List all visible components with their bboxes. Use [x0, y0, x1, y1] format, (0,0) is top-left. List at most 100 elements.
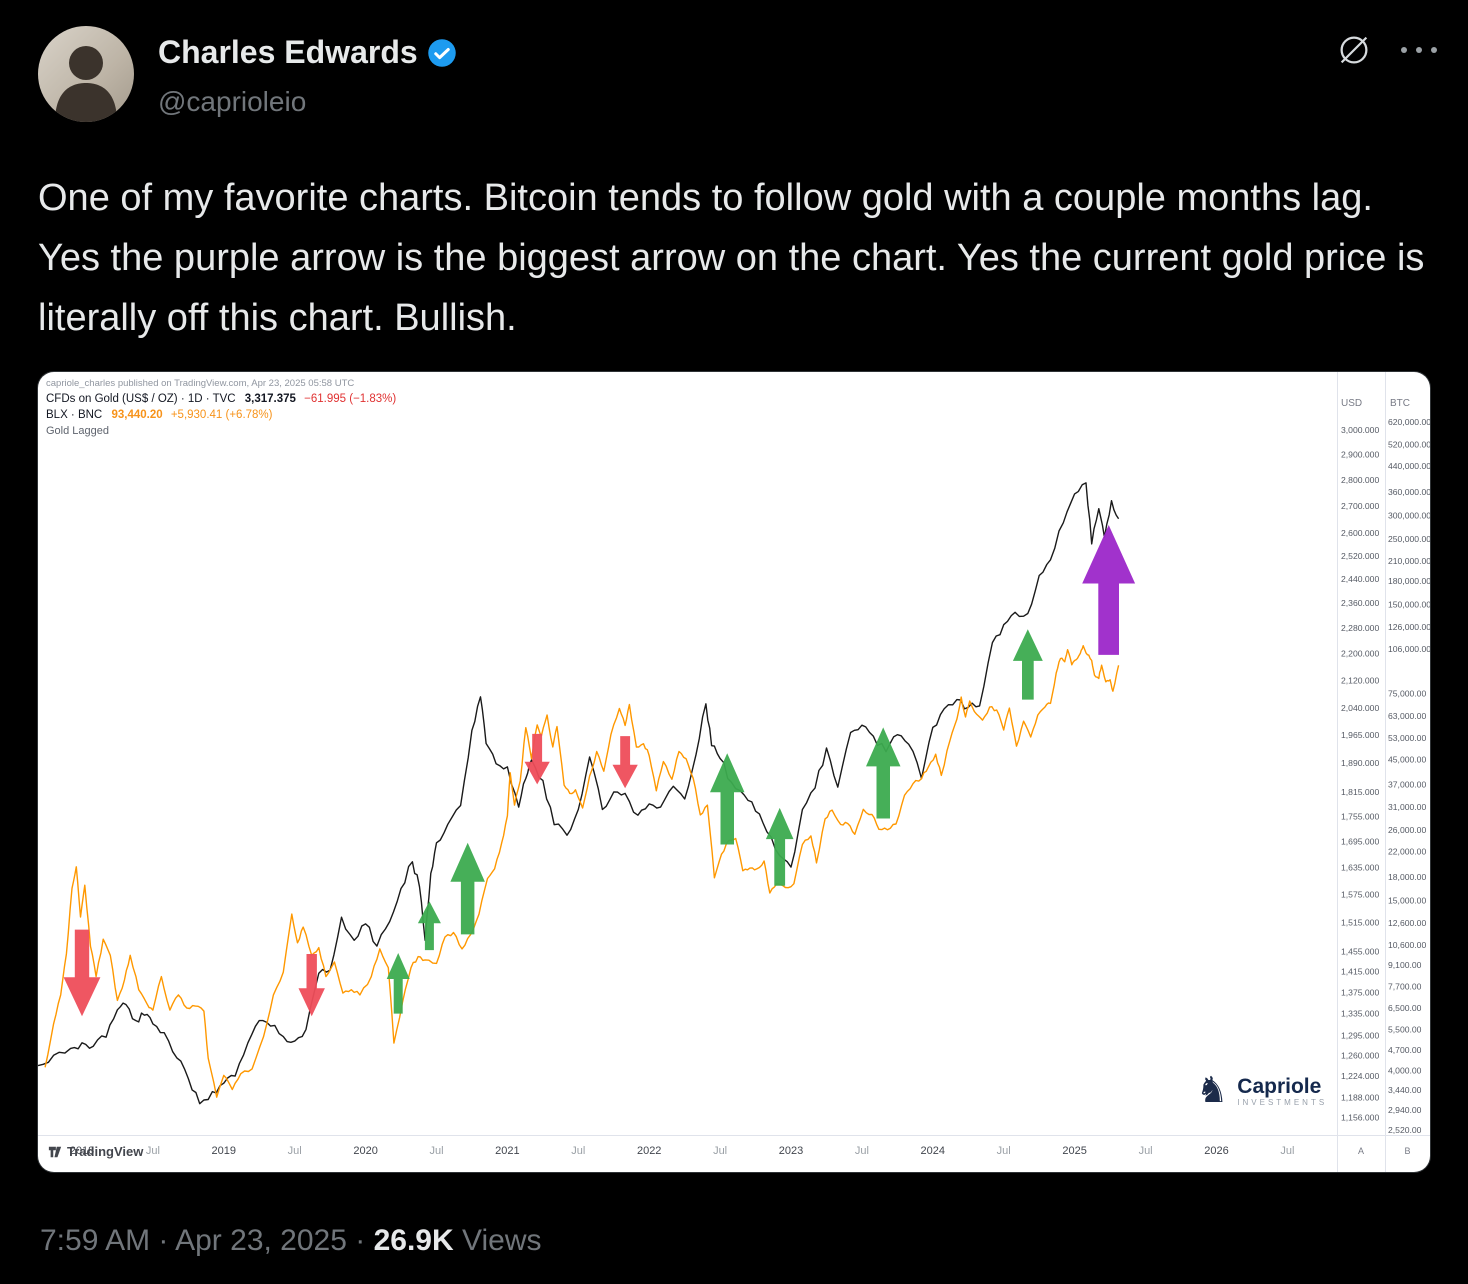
gold-series-line — [38, 482, 1120, 1105]
svg-text:12,600.00: 12,600.00 — [1388, 918, 1426, 928]
time-axis-ticks: 2018 Jul 2019 Jul 2020 Jul 2021 Jul 2022 Jul 2023 J… — [70, 1145, 1295, 1157]
btc-symbol-line: BLX · BNC 93,440.20 +5,930.41 (+6.78%) — [46, 409, 396, 421]
trend-arrow-green — [386, 953, 410, 1014]
svg-text:2,600.000: 2,600.000 — [1341, 528, 1379, 538]
svg-text:2026: 2026 — [1204, 1145, 1228, 1157]
gold-lagged-series-title: Gold Lagged — [46, 425, 109, 437]
svg-text:2,900.000: 2,900.000 — [1341, 450, 1379, 460]
svg-text:6,500.00: 6,500.00 — [1388, 1003, 1422, 1013]
svg-text:Jul: Jul — [997, 1145, 1011, 1157]
tradingview-watermark: TradingView — [48, 1144, 143, 1159]
svg-text:1,575.000: 1,575.000 — [1341, 890, 1379, 900]
author-display-name: Charles Edwards — [158, 34, 418, 70]
author-name[interactable]: Charles Edwards — [158, 34, 457, 71]
trend-arrow-green — [450, 842, 485, 935]
svg-text:1,260.000: 1,260.000 — [1341, 1050, 1379, 1060]
svg-text:2025: 2025 — [1062, 1145, 1086, 1157]
trend-arrow-red — [612, 736, 638, 789]
trend-arrow-red — [298, 954, 325, 1017]
svg-text:2024: 2024 — [921, 1145, 945, 1157]
trend-arrow-green — [1012, 629, 1043, 700]
svg-text:106,000.00: 106,000.00 — [1388, 644, 1430, 654]
svg-text:1,755.000: 1,755.000 — [1341, 812, 1379, 822]
svg-text:2,520.000: 2,520.000 — [1341, 551, 1379, 561]
svg-text:63,000.00: 63,000.00 — [1388, 711, 1426, 721]
published-line: capriole_charles published on TradingVie… — [46, 378, 355, 389]
svg-text:10,600.00: 10,600.00 — [1388, 940, 1426, 950]
author-handle[interactable]: @caprioleio — [158, 86, 307, 117]
price-chart: 3,000.000 2,900.000 2,800.000 2,700.000 2,60… — [38, 372, 1430, 1172]
avatar-image — [55, 46, 117, 122]
svg-text:Jul: Jul — [855, 1145, 869, 1157]
tweet-meta: 7:59 AM · Apr 23, 2025 · 26.9K Views — [40, 1224, 542, 1257]
tweet-text: One of my favorite charts. Bitcoin tends… — [38, 177, 1425, 339]
svg-text:7,700.00: 7,700.00 — [1388, 981, 1422, 991]
btc-axis-button[interactable]: B — [1404, 1146, 1410, 1156]
chart-embed[interactable]: capriole_charles published on TradingVie… — [38, 372, 1430, 1172]
svg-text:2,040.000: 2,040.000 — [1341, 703, 1379, 713]
svg-text:4,000.00: 4,000.00 — [1388, 1066, 1422, 1076]
svg-text:1,695.000: 1,695.000 — [1341, 837, 1379, 847]
trend-arrow-purple — [1082, 525, 1136, 655]
trend-arrows — [63, 525, 1136, 1017]
avatar[interactable] — [38, 26, 134, 122]
gold-symbol-line: CFDs on Gold (US$ / OZ) · 1D · TVC 3,317… — [46, 393, 396, 405]
btc-axis-header: BTC — [1390, 398, 1410, 409]
svg-text:53,000.00: 53,000.00 — [1388, 733, 1426, 743]
svg-text:Jul: Jul — [429, 1145, 443, 1157]
grok-actions-icon[interactable] — [1336, 32, 1372, 68]
gold-change: −61.995 (−1.83%) — [304, 393, 397, 405]
svg-text:Jul: Jul — [1280, 1145, 1294, 1157]
trend-arrow-red — [524, 733, 550, 785]
svg-text:26,000.00: 26,000.00 — [1388, 825, 1426, 835]
svg-text:1,890.000: 1,890.000 — [1341, 758, 1379, 768]
capriole-logo-subtitle: INVESTMENTS — [1237, 1098, 1328, 1107]
svg-text:Jul: Jul — [146, 1145, 160, 1157]
svg-text:1,965.000: 1,965.000 — [1341, 730, 1379, 740]
usd-axis-button[interactable]: A — [1358, 1146, 1364, 1156]
svg-text:2,700.000: 2,700.000 — [1341, 501, 1379, 511]
svg-text:2,120.000: 2,120.000 — [1341, 675, 1379, 685]
chart-header: capriole_charles published on TradingVie… — [46, 378, 396, 437]
svg-text:1,188.000: 1,188.000 — [1341, 1093, 1379, 1103]
svg-text:3,440.00: 3,440.00 — [1388, 1085, 1422, 1095]
gold-last-price: 3,317.375 — [244, 393, 296, 405]
svg-text:1,375.000: 1,375.000 — [1341, 987, 1379, 997]
timestamp[interactable]: 7:59 AM · Apr 23, 2025 — [40, 1224, 347, 1257]
btc-last-price: 93,440.20 — [111, 409, 163, 421]
btc-change: +5,930.41 (+6.78%) — [170, 409, 273, 421]
tradingview-watermark-label: TradingView — [67, 1144, 144, 1159]
svg-text:1,515.000: 1,515.000 — [1341, 917, 1379, 927]
svg-text:300,000.00: 300,000.00 — [1388, 510, 1430, 520]
svg-text:2,440.000: 2,440.000 — [1341, 574, 1379, 584]
more-options-icon[interactable] — [1398, 43, 1440, 57]
svg-text:126,000.00: 126,000.00 — [1388, 622, 1430, 632]
svg-text:210,000.00: 210,000.00 — [1388, 556, 1430, 566]
svg-text:1,156.000: 1,156.000 — [1341, 1112, 1379, 1122]
svg-text:9,100.00: 9,100.00 — [1388, 960, 1422, 970]
views-count: 26.9K — [373, 1224, 454, 1257]
svg-text:620,000.00: 620,000.00 — [1388, 417, 1430, 427]
svg-text:Jul: Jul — [713, 1145, 727, 1157]
svg-text:180,000.00: 180,000.00 — [1388, 576, 1430, 586]
svg-text:250,000.00: 250,000.00 — [1388, 534, 1430, 544]
usd-axis-ticks: 3,000.000 2,900.000 2,800.000 2,700.000 2,60… — [1341, 425, 1379, 1122]
tradingview-logo-icon — [48, 1146, 62, 1157]
svg-text:2,200.000: 2,200.000 — [1341, 649, 1379, 659]
svg-text:150,000.00: 150,000.00 — [1388, 599, 1430, 609]
svg-text:2020: 2020 — [353, 1145, 377, 1157]
svg-text:37,000.00: 37,000.00 — [1388, 779, 1426, 789]
svg-text:2,520.00: 2,520.00 — [1388, 1125, 1422, 1135]
svg-text:31,000.00: 31,000.00 — [1388, 802, 1426, 812]
svg-text:4,700.00: 4,700.00 — [1388, 1045, 1422, 1055]
capriole-logo-name: Capriole — [1237, 1075, 1322, 1098]
tweet-header-actions — [1336, 32, 1440, 68]
svg-text:2,280.000: 2,280.000 — [1341, 623, 1379, 633]
bitcoin-series-line — [44, 645, 1120, 1098]
svg-text:520,000.00: 520,000.00 — [1388, 440, 1430, 450]
svg-text:2,800.000: 2,800.000 — [1341, 475, 1379, 485]
svg-text:5,500.00: 5,500.00 — [1388, 1025, 1422, 1035]
svg-text:1,224.000: 1,224.000 — [1341, 1071, 1379, 1081]
svg-text:2,360.000: 2,360.000 — [1341, 598, 1379, 608]
svg-text:Jul: Jul — [1139, 1145, 1153, 1157]
